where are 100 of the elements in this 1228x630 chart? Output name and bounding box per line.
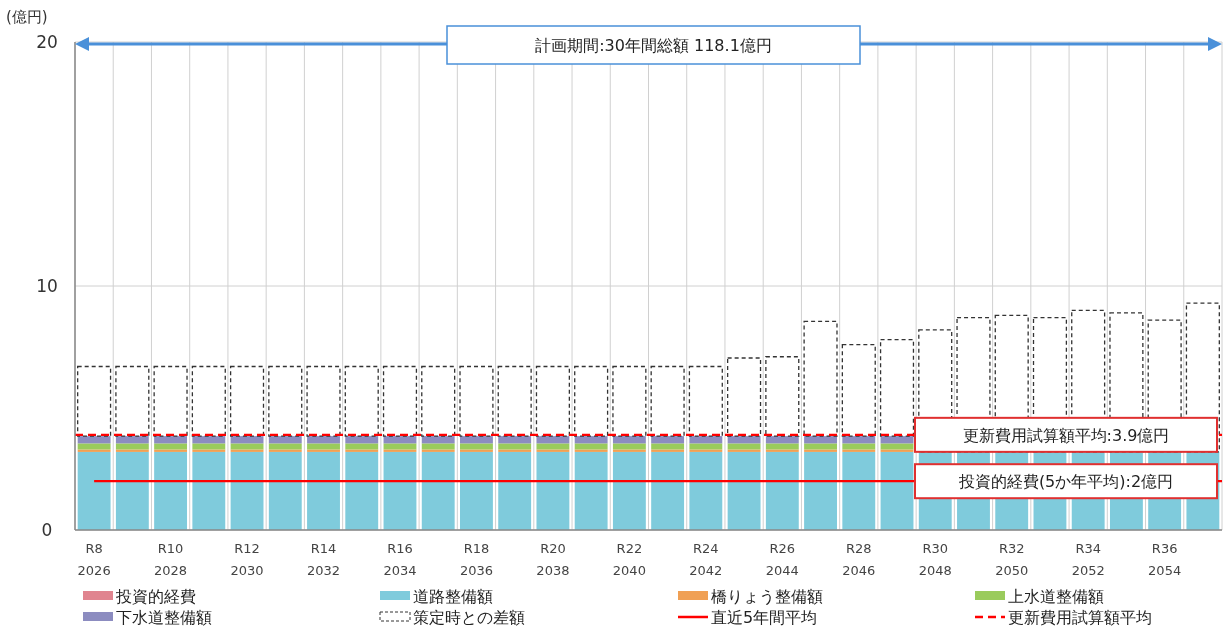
bar — [154, 443, 188, 450]
bar — [612, 449, 646, 452]
bar — [268, 443, 302, 450]
annotation: 投資的経費(5か年平均):2億円 — [957, 472, 1174, 492]
bar — [77, 443, 111, 450]
x-tick-label: R24 2042 — [689, 541, 723, 578]
x-tick-label: R32 2050 — [995, 541, 1029, 578]
bar — [154, 449, 188, 452]
bar — [498, 443, 532, 450]
bar — [842, 449, 876, 452]
legend-label: 更新費用試算額平均 — [1008, 608, 1152, 627]
bar — [115, 451, 149, 530]
bar — [154, 451, 188, 530]
bar — [153, 365, 188, 437]
bar — [230, 449, 264, 452]
legend-label: 上水道整備額 — [1008, 587, 1104, 606]
bar — [77, 451, 111, 530]
legend-label: 直近5年間平均 — [711, 608, 818, 627]
bar — [460, 443, 493, 450]
bar — [612, 365, 647, 437]
x-tick-label: R16 2034 — [383, 541, 417, 578]
bar — [536, 451, 570, 530]
bar — [765, 443, 799, 450]
bar — [192, 443, 226, 450]
y-tick-label: 10 — [36, 276, 58, 296]
bar — [689, 449, 723, 452]
x-tick-label: R22 2040 — [612, 541, 646, 578]
bar — [842, 443, 876, 450]
bar — [803, 320, 838, 437]
x-tick-label: R30 2048 — [918, 541, 952, 578]
bar — [77, 365, 112, 437]
bar — [307, 449, 340, 452]
bar — [535, 365, 571, 437]
bar — [727, 451, 761, 530]
bar — [842, 451, 876, 530]
bar — [651, 443, 685, 450]
bar — [345, 449, 379, 452]
x-tick-label: R20 2038 — [536, 541, 570, 578]
bar — [498, 449, 532, 452]
bar — [574, 449, 608, 452]
bar — [574, 365, 609, 437]
bar — [421, 365, 456, 437]
bar — [765, 356, 800, 437]
bar — [268, 451, 302, 530]
x-tick-label: R8 2026 — [77, 541, 111, 578]
bar — [726, 357, 762, 437]
bar — [115, 365, 150, 437]
bar — [880, 443, 914, 450]
bar — [689, 443, 723, 450]
bar — [536, 443, 570, 450]
bar — [268, 449, 302, 452]
bar — [498, 451, 532, 530]
x-tick-label: R36 2054 — [1148, 541, 1182, 578]
bar — [841, 343, 876, 437]
bar — [574, 443, 608, 450]
bar — [804, 443, 837, 450]
y-axis-title: (億円) — [6, 8, 48, 26]
bar — [879, 339, 915, 437]
y-tick-label: 0 — [41, 520, 53, 540]
x-tick-label: R28 2046 — [842, 541, 876, 578]
bar — [727, 443, 761, 450]
bar — [727, 449, 761, 452]
bar — [115, 443, 149, 450]
bar — [345, 443, 379, 450]
bar — [880, 451, 914, 530]
bar — [421, 443, 455, 450]
bar — [191, 365, 226, 437]
bar — [804, 449, 837, 452]
bar — [192, 451, 226, 530]
bar — [765, 449, 799, 452]
bar — [115, 449, 149, 452]
bar — [689, 451, 723, 530]
bar — [77, 449, 111, 452]
bar — [382, 365, 418, 437]
x-tick-label: R12 2030 — [230, 541, 264, 578]
bar — [650, 365, 685, 437]
bar — [612, 443, 646, 450]
legend-label: 道路整備額 — [413, 587, 493, 606]
bar — [383, 451, 417, 530]
bar — [459, 365, 494, 437]
bar — [880, 449, 914, 452]
bar — [230, 451, 264, 530]
bar — [651, 451, 685, 530]
bar — [383, 449, 417, 452]
bar — [497, 365, 532, 437]
bar — [344, 365, 379, 437]
legend-label: 橋りょう整備額 — [711, 587, 823, 606]
bar — [307, 451, 340, 530]
bar — [460, 451, 493, 530]
bar — [804, 451, 837, 530]
x-tick-label: R10 2028 — [154, 541, 188, 578]
bar — [421, 449, 455, 452]
y-tick-label: 20 — [36, 32, 58, 52]
bar — [612, 451, 646, 530]
x-tick-label: R26 2044 — [765, 541, 799, 578]
bar — [765, 451, 799, 530]
bar — [688, 365, 723, 437]
legend-label: 策定時との差額 — [413, 608, 525, 627]
bar — [230, 443, 264, 450]
legend-label: 投資的経費 — [115, 587, 196, 606]
